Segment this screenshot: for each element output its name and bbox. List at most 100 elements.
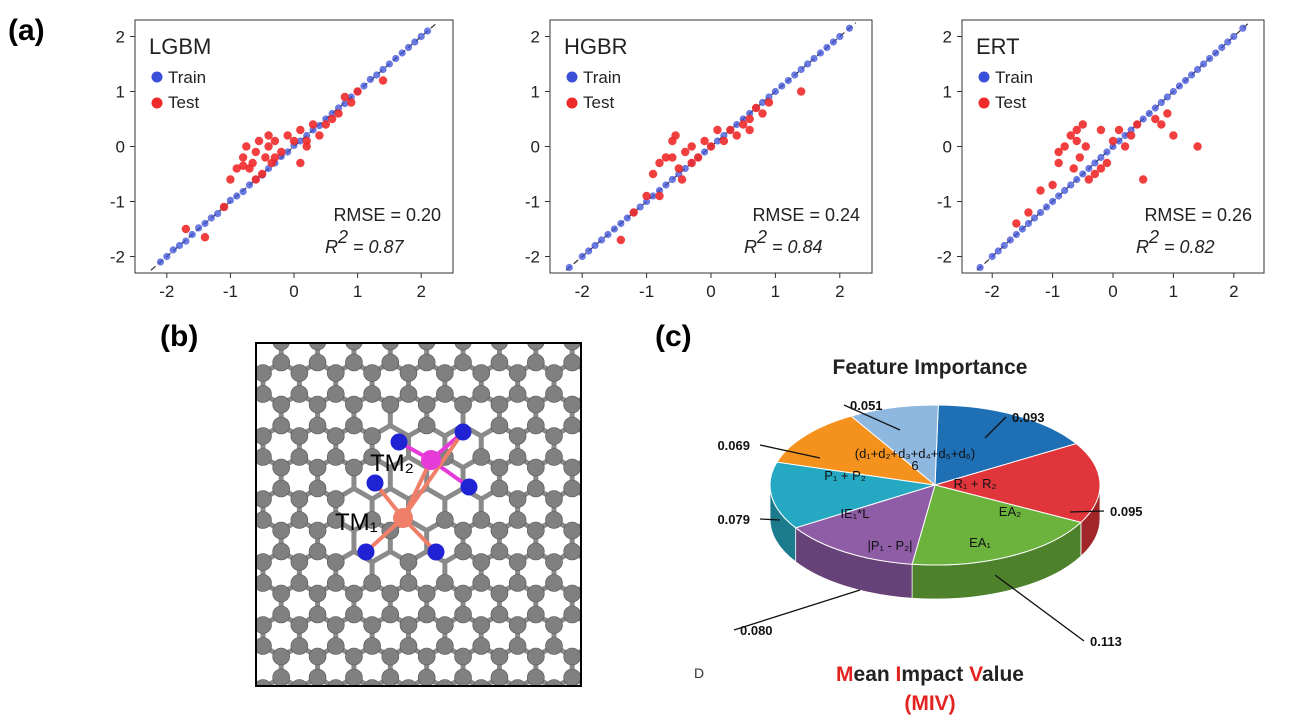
carbon-atom	[399, 574, 418, 592]
train-point	[1000, 241, 1008, 250]
test-point	[1157, 120, 1166, 129]
train-point	[1181, 76, 1190, 85]
train-point	[373, 71, 381, 79]
x-tick-label: 2	[1229, 282, 1238, 301]
carbon-atom	[345, 668, 363, 685]
test-point	[261, 153, 270, 162]
carbon-atom	[326, 574, 345, 592]
train-point	[1091, 159, 1099, 167]
carbon-atom	[290, 511, 309, 529]
test-point	[739, 120, 748, 129]
carbon-atom	[290, 364, 309, 382]
test-point	[1072, 125, 1081, 135]
x-tick-label: 1	[353, 282, 362, 301]
carbon-atom	[381, 605, 400, 624]
train-point	[1055, 192, 1063, 200]
carbon-atom	[381, 584, 400, 603]
test-point	[681, 147, 690, 157]
carbon-atom	[272, 479, 290, 498]
test-point	[238, 153, 248, 162]
train-point	[1061, 186, 1069, 195]
legend-test-label: Test	[995, 93, 1026, 112]
r2-symbol: R	[1136, 237, 1149, 257]
train-point	[565, 263, 573, 272]
train-point	[578, 252, 586, 261]
carbon-atom	[326, 385, 345, 403]
carbon-atom	[508, 574, 527, 592]
x-tick-label: -2	[159, 282, 174, 301]
train-point	[804, 60, 812, 68]
carbon-atom	[436, 637, 454, 655]
carbon-atom	[257, 574, 272, 592]
carbon-atom	[508, 448, 527, 466]
carbon-atom	[326, 637, 345, 655]
train-point	[175, 241, 184, 250]
test-point	[238, 161, 248, 170]
pie-slice-label: (d₁+d₂+d₃+d₄+d₅+d₆)	[855, 446, 976, 461]
train-point	[398, 49, 406, 57]
test-point	[1169, 131, 1178, 140]
carbon-atom	[526, 395, 545, 414]
carbon-atom	[527, 344, 545, 351]
carbon-atom	[417, 395, 436, 414]
test-point	[1193, 142, 1202, 151]
carbon-atom	[290, 616, 309, 634]
carbon-atom	[526, 416, 545, 435]
train-point	[823, 43, 831, 52]
y-tick-label: 0	[943, 138, 952, 157]
r2-superscript: 2	[337, 227, 348, 247]
test-point	[254, 136, 264, 146]
train-point	[700, 148, 709, 156]
panel-label-a: (a)	[8, 14, 45, 47]
legend-train-marker	[151, 71, 163, 83]
y-tick-label: -2	[525, 248, 540, 267]
carbon-atom	[563, 353, 580, 372]
y-tick-label: 2	[531, 28, 540, 47]
train-point	[1200, 60, 1208, 68]
carbon-atom	[257, 637, 272, 655]
r2-symbol: R	[744, 237, 757, 257]
test-point	[1054, 158, 1063, 168]
train-point	[1239, 24, 1247, 32]
carbon-atom	[381, 353, 400, 372]
carbon-atom	[257, 679, 272, 685]
carbon-atom	[363, 637, 381, 655]
carbon-atom	[526, 458, 545, 477]
pie-title: Feature Importance	[833, 356, 1028, 379]
test-point	[1132, 120, 1142, 129]
test-point	[745, 114, 754, 124]
pie-leader-line	[994, 574, 1085, 642]
train-point	[207, 214, 215, 222]
legend-test-marker	[978, 97, 990, 109]
train-point	[994, 247, 1002, 255]
train-point	[1224, 38, 1232, 46]
test-point	[677, 175, 687, 184]
test-point	[700, 136, 709, 146]
test-point	[232, 164, 241, 173]
carbon-atom	[545, 553, 563, 571]
carbon-atom	[490, 479, 509, 498]
test-point	[327, 114, 337, 124]
model-title: HGBR	[564, 34, 628, 59]
train-point	[604, 230, 612, 239]
legend-test-label: Test	[583, 93, 614, 112]
train-point	[296, 137, 304, 145]
r2-superscript: 2	[1148, 227, 1159, 247]
carbon-atom	[472, 511, 491, 529]
carbon-atom	[563, 479, 580, 498]
model-title: ERT	[976, 34, 1020, 59]
pie-slice	[934, 404, 1078, 486]
x-tick-label: -1	[223, 282, 238, 301]
carbon-atom	[417, 647, 436, 666]
test-point	[347, 98, 356, 107]
x-tick-label: 2	[835, 282, 844, 301]
test-point	[1096, 164, 1106, 173]
carbon-atom	[290, 574, 309, 592]
train-point	[1103, 148, 1111, 156]
train-point	[1024, 219, 1033, 228]
carbon-atom	[272, 521, 290, 540]
test-point	[270, 136, 280, 146]
pie-slice-label: |P₁ - P₂|	[867, 538, 912, 553]
test-point	[796, 87, 806, 96]
